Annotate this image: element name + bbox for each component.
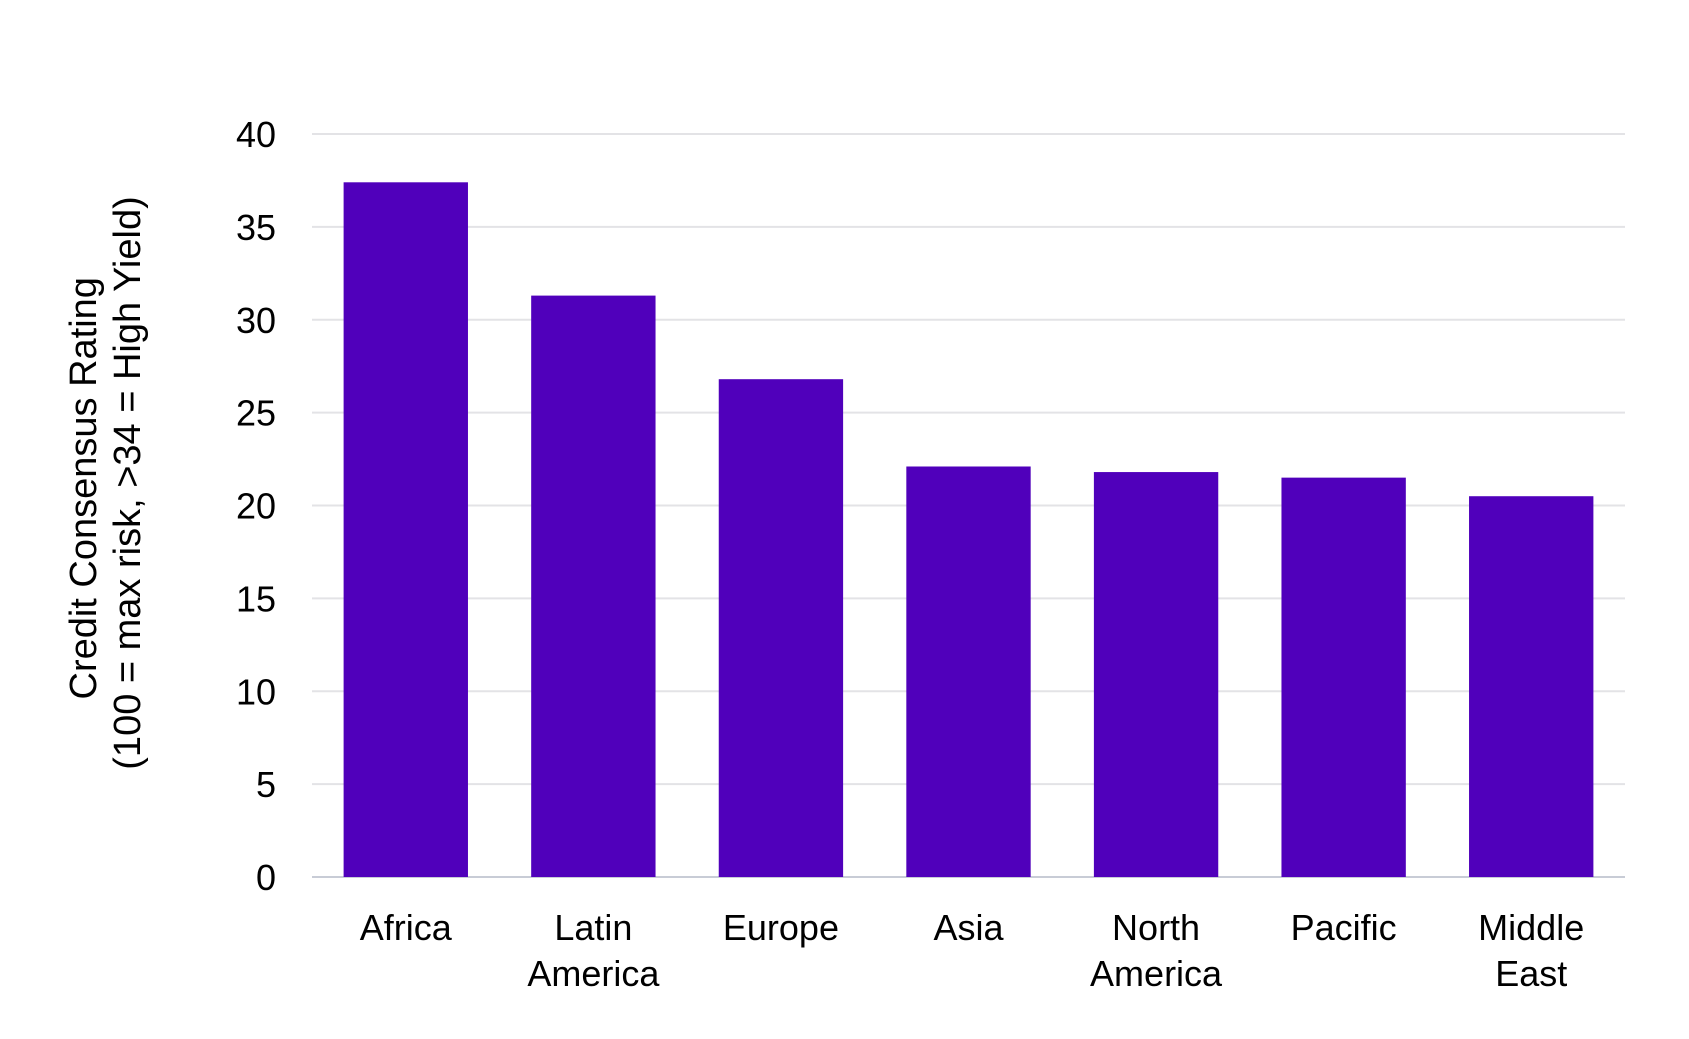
x-category-label: Pacific (1291, 907, 1397, 948)
bar (531, 295, 656, 877)
y-tick-label: 25 (236, 393, 276, 434)
x-category-label: Africa (360, 907, 453, 948)
bars (343, 182, 1594, 878)
y-tick-label: 5 (256, 764, 276, 805)
y-axis-title: Credit Consensus Rating (100 = max risk,… (63, 196, 149, 769)
x-category-label-line: Africa (360, 907, 453, 948)
y-axis-title-line-2: (100 = max risk, >34 = High Yield) (107, 196, 149, 769)
y-axis-title-line-1: Credit Consensus Rating (63, 277, 105, 699)
y-tick-label: 20 (236, 486, 276, 527)
y-tick-label: 35 (236, 207, 276, 248)
x-category-label: Middle East (1478, 907, 1584, 994)
bar (343, 182, 468, 878)
x-category-label: Europe (723, 907, 839, 948)
bar (1281, 477, 1406, 877)
x-category-label-line: East (1495, 953, 1567, 994)
bar (906, 466, 1031, 877)
bar (718, 379, 844, 877)
x-category-label-line: Middle (1478, 907, 1584, 948)
bar (1469, 496, 1594, 877)
y-tick-label: 10 (236, 671, 276, 712)
y-tick-label: 30 (236, 300, 276, 341)
bar (1093, 472, 1219, 877)
x-category-label-line: America (527, 953, 660, 994)
x-category-label: Asia (933, 907, 1004, 948)
x-category-label-line: Pacific (1291, 907, 1397, 948)
x-axis-category-labels: Africa Latin America Europe Asia North America… (360, 907, 1584, 994)
x-category-label-line: America (1090, 953, 1223, 994)
x-category-label-line: North (1112, 907, 1200, 948)
y-tick-label: 40 (236, 114, 276, 155)
x-category-label-line: Latin (554, 907, 632, 948)
x-category-label: North America (1090, 907, 1223, 994)
x-category-label-line: Asia (933, 907, 1004, 948)
y-tick-label: 0 (256, 857, 276, 898)
y-axis-tick-labels: 0 5 10 15 20 25 30 35 40 (236, 114, 276, 898)
x-category-label-line: Europe (723, 907, 839, 948)
x-category-label: Latin America (527, 907, 660, 994)
y-tick-label: 15 (236, 578, 276, 619)
